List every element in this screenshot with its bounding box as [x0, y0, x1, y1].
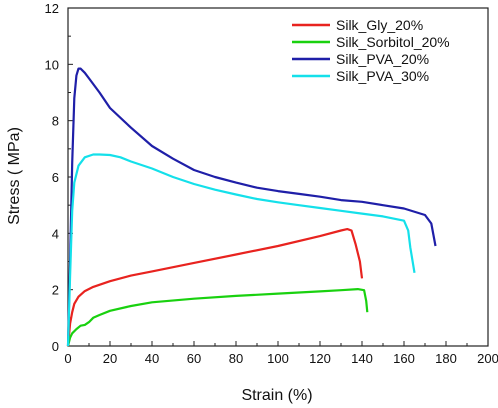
- x-tick-label: 40: [145, 351, 159, 366]
- y-tick-label: 8: [52, 114, 59, 129]
- legend-label-4: Silk_PVA_30%: [336, 68, 429, 84]
- y-axis-title: Stress ( MPa): [6, 127, 23, 225]
- x-tick-label: 200: [477, 351, 498, 366]
- y-tick-label: 10: [45, 57, 59, 72]
- y-tick-label: 0: [52, 339, 59, 354]
- series-line-4: [66, 153, 416, 347]
- x-tick-label: 80: [229, 351, 243, 366]
- x-tick-label: 180: [435, 351, 457, 366]
- y-tick-label: 4: [52, 226, 59, 241]
- y-tick-label: 2: [52, 283, 59, 298]
- legend-label-3: Silk_PVA_20%: [336, 51, 429, 67]
- x-tick-label: 0: [64, 351, 71, 366]
- x-tick-label: 140: [351, 351, 373, 366]
- x-axis: 0 20 40 60 80 100 120 140 160 180 200: [64, 341, 498, 366]
- x-tick-label: 20: [103, 351, 117, 366]
- series-line-2: [66, 288, 369, 347]
- x-axis-title: Strain (%): [241, 387, 312, 404]
- series-lines: [66, 67, 437, 347]
- x-tick-label: 60: [187, 351, 201, 366]
- x-tick-label: 100: [267, 351, 289, 366]
- x-tick-label: 120: [309, 351, 331, 366]
- y-axis: 0 2 4 6 8 10 12: [45, 1, 73, 354]
- series-line-1: [66, 228, 364, 347]
- x-tick-label: 160: [393, 351, 415, 366]
- legend-label-1: Silk_Gly_20%: [336, 17, 423, 33]
- legend-label-2: Silk_Sorbitol_20%: [336, 34, 450, 50]
- y-tick-label: 6: [52, 170, 59, 185]
- y-tick-label: 12: [45, 1, 59, 16]
- legend: Silk_Gly_20%Silk_Sorbitol_20%Silk_PVA_20…: [292, 17, 450, 84]
- series-line-3: [66, 67, 437, 347]
